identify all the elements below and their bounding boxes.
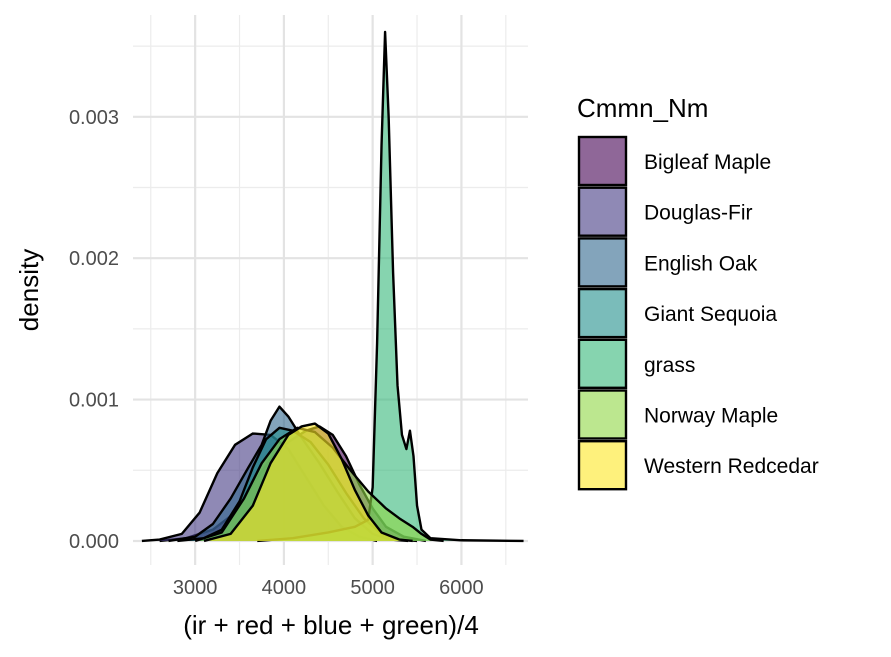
y-tick-label: 0.003 (69, 107, 119, 129)
legend-swatch (577, 135, 628, 187)
legend-title: Cmmn_Nm (577, 93, 708, 123)
legend-label: Giant Sequoia (644, 303, 777, 326)
legend-label: grass (644, 354, 695, 377)
y-tick-label: 0.001 (69, 390, 119, 412)
x-tick-label: 4000 (262, 577, 307, 599)
legend-swatch (577, 287, 628, 339)
density-area (257, 31, 524, 541)
legend-swatch (577, 338, 628, 389)
legend-items: Bigleaf Maple Douglas-Fir English Oak Giant… (577, 135, 819, 491)
x-tick-label: 3000 (173, 577, 218, 599)
density-curve (203, 422, 413, 543)
legend: Cmmn_Nm Bigleaf Maple Douglas-Fir English … (577, 93, 819, 491)
legend-swatch (577, 440, 628, 491)
legend-label: Norway Maple (644, 405, 778, 428)
x-tick-label: 5000 (350, 577, 395, 599)
x-axis-title: (ir + red + blue + green)/4 (183, 610, 479, 640)
legend-label: Douglas-Fir (644, 202, 753, 225)
legend-label: Bigleaf Maple (644, 151, 771, 174)
legend-swatch (577, 237, 628, 288)
density-areas (141, 30, 524, 543)
legend-swatch (577, 389, 628, 440)
legend-swatch (577, 186, 628, 237)
density-area (204, 423, 413, 541)
x-axis-ticks: 3000 4000 5000 6000 (173, 577, 484, 599)
y-axis-title: density (14, 249, 44, 331)
y-tick-label: 0.000 (69, 531, 119, 553)
y-axis-ticks: 0.000 0.001 0.002 0.003 (69, 107, 119, 553)
x-tick-label: 6000 (439, 577, 484, 599)
legend-label: English Oak (644, 252, 758, 275)
legend-label: Western Redcedar (644, 455, 819, 478)
y-tick-label: 0.002 (69, 248, 119, 270)
